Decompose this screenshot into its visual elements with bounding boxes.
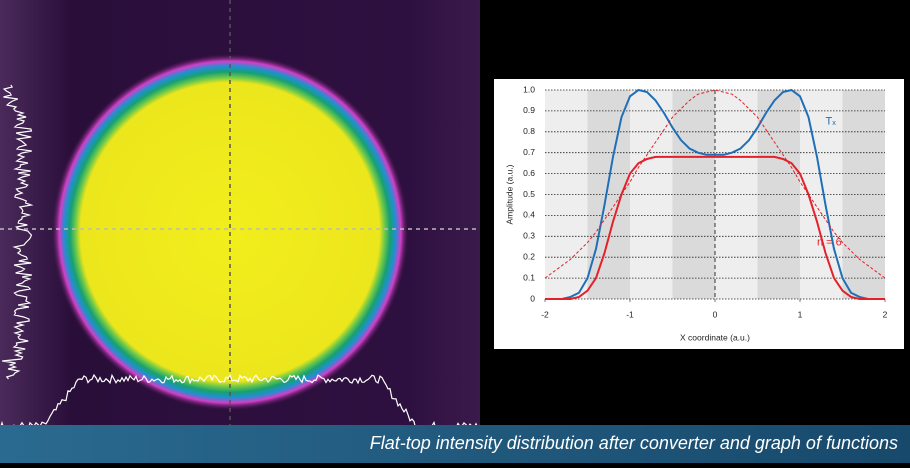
x-tick-label: -1 xyxy=(626,309,634,319)
x-tick-label: 0 xyxy=(713,309,718,319)
band xyxy=(672,90,715,299)
x-tick-label: 1 xyxy=(798,309,803,319)
y-tick-label: 0.7 xyxy=(523,147,535,157)
y-tick-label: 0.6 xyxy=(523,168,535,178)
y-tick-label: 0.5 xyxy=(523,189,535,199)
y-tick-label: 0.2 xyxy=(523,251,535,261)
y-tick-label: 0.1 xyxy=(523,272,535,282)
y-tick-label: 0.3 xyxy=(523,231,535,241)
y-tick-label: 0.9 xyxy=(523,105,535,115)
chart: 0 0.1 0.2 0.3 0.4 0.5 0.6 0.7 0.8 0.9 1.0 -2 -1 0 1 2 X … xyxy=(504,84,887,342)
series-line xyxy=(545,88,885,300)
y-tick-label: 0 xyxy=(530,293,535,303)
series-line xyxy=(545,155,885,300)
series-label: n = 6 xyxy=(817,236,842,248)
caption-bar xyxy=(0,425,910,463)
y-tick-label: 0.8 xyxy=(523,126,535,136)
band xyxy=(757,90,800,299)
series-label: Tₓ xyxy=(826,115,837,127)
x-tick-label: -2 xyxy=(541,309,549,319)
x-axis-title: X coordinate (a.u.) xyxy=(680,332,750,342)
y-tick-label: 0.4 xyxy=(523,210,535,220)
beam-photo xyxy=(0,0,481,432)
y-tick-label: 1.0 xyxy=(523,84,535,94)
caption: Flat-top intensity distribution after co… xyxy=(370,433,898,453)
y-axis-title: Amplitude (a.u.) xyxy=(504,164,514,224)
x-tick-label: 2 xyxy=(883,309,888,319)
band xyxy=(715,90,758,299)
